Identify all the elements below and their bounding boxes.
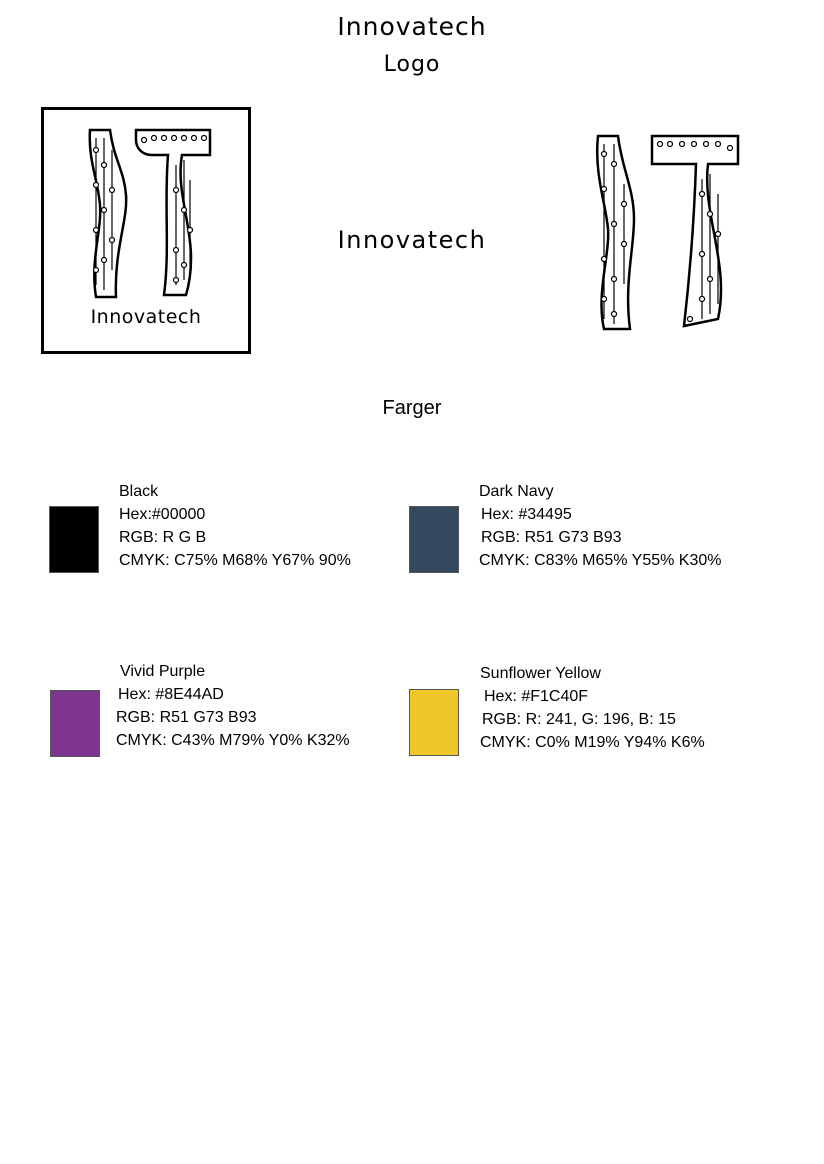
colors-section-title: Farger (382, 397, 442, 419)
logo-mark-icon (88, 128, 212, 299)
color-name: Sunflower Yellow (480, 665, 601, 682)
center-wordmark: Innovatech (337, 226, 487, 254)
brand-title: Innovatech (337, 12, 487, 41)
color-name: Vivid Purple (120, 663, 206, 680)
color-rgb: RGB: R: 241, G: 196, B: 15 (482, 711, 676, 728)
color-hex: Hex: #8E44AD (118, 686, 224, 703)
color-swatch-sunflower-yellow (409, 689, 459, 756)
color-info-sunflower-yellow: Sunflower Yellow Hex: #F1C40F RGB: R: 24… (480, 662, 705, 754)
color-cmyk: CMYK: C83% M65% Y55% K30% (479, 552, 722, 569)
color-cmyk: CMYK: C0% M19% Y94% K6% (480, 734, 705, 751)
color-hex: Hex: #34495 (481, 506, 572, 523)
color-rgb: RGB: R G B (119, 529, 207, 546)
color-swatch-vivid-purple (50, 690, 100, 757)
color-rgb: RGB: R51 G73 B93 (116, 709, 257, 726)
standalone-logo-mark (590, 134, 742, 338)
color-rgb: RGB: R51 G73 B93 (481, 529, 622, 546)
color-name: Black (119, 483, 159, 500)
color-hex: Hex:#00000 (119, 506, 206, 523)
color-name: Dark Navy (479, 483, 554, 500)
color-cmyk: CMYK: C43% M79% Y0% K32% (116, 732, 350, 749)
color-swatch-dark-navy (409, 506, 459, 573)
color-info-black: Black Hex:#00000 RGB: R G B CMYK: C75% M… (119, 480, 351, 572)
color-hex: Hex: #F1C40F (484, 688, 589, 705)
color-info-dark-navy: Dark Navy Hex: #34495 RGB: R51 G73 B93 C… (479, 480, 721, 572)
color-info-vivid-purple: Vivid Purple Hex: #8E44AD RGB: R51 G73 B… (116, 660, 350, 752)
page-subtitle: Logo (383, 52, 441, 77)
color-swatch-black (49, 506, 99, 573)
logo-mark-icon (596, 134, 740, 331)
color-cmyk: CMYK: C75% M68% Y67% 90% (119, 552, 351, 569)
boxed-logo: Innovatech (41, 107, 251, 354)
boxed-logo-wordmark: Innovatech (90, 306, 202, 328)
